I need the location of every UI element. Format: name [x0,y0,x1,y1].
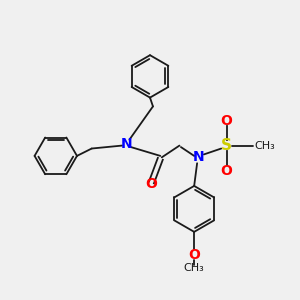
Text: O: O [188,248,200,262]
Text: N: N [121,137,132,151]
Text: O: O [220,114,232,128]
Text: N: N [193,150,204,164]
Text: CH₃: CH₃ [184,263,205,273]
Text: S: S [221,138,232,153]
Text: CH₃: CH₃ [254,141,275,151]
Text: O: O [146,177,158,191]
Text: O: O [220,164,232,178]
